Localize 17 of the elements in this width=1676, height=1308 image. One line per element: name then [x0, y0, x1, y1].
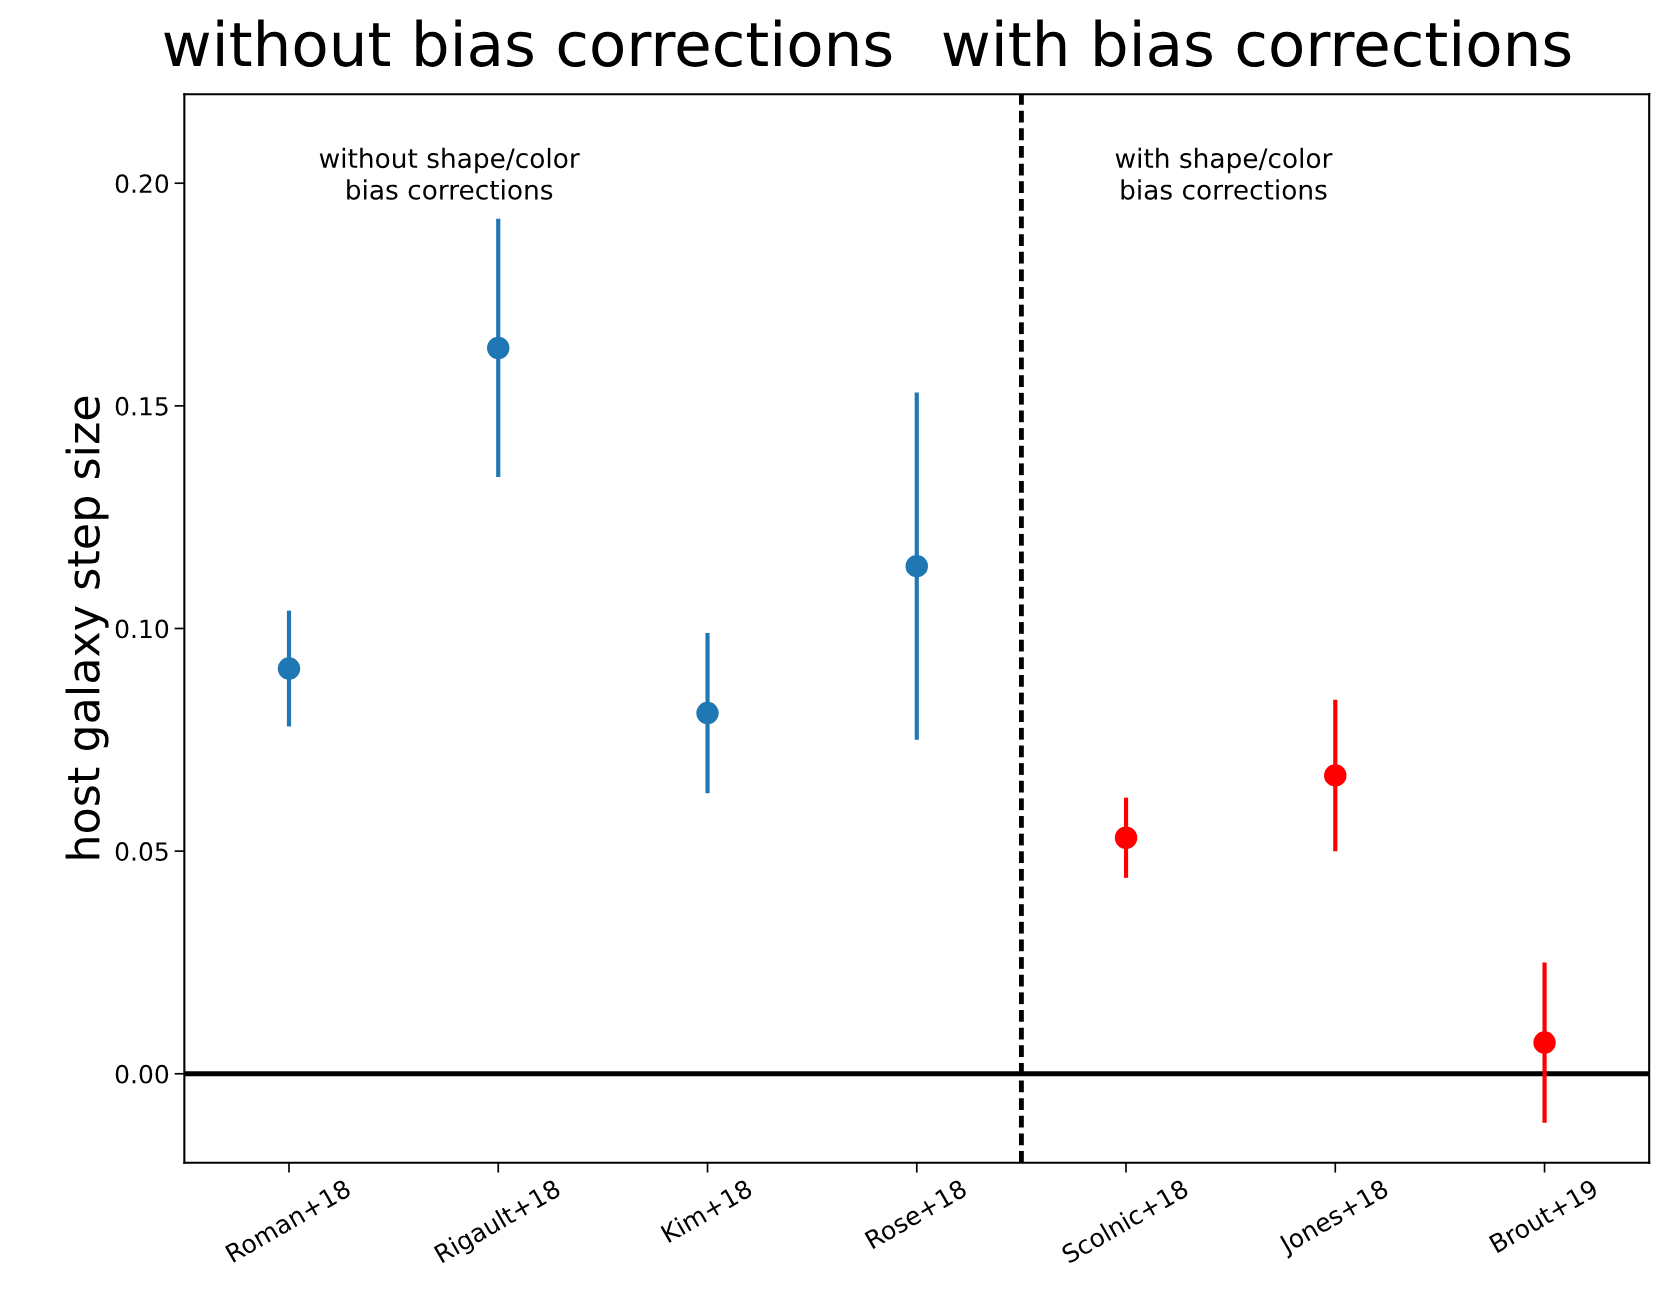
point	[277, 657, 301, 680]
y-tick-label: 0.00	[115, 1064, 169, 1084]
point	[905, 554, 928, 578]
y-tick-label: 0.20	[115, 174, 169, 194]
point	[696, 701, 719, 725]
y-tick-label: 0.15	[115, 396, 168, 416]
point	[1114, 826, 1138, 849]
annotation: without shape/color bias corrections	[319, 147, 580, 200]
y-tick-label: 0.05	[115, 842, 168, 861]
y-axis-title: host galaxy step size	[65, 396, 109, 859]
point	[1324, 764, 1347, 787]
point	[487, 336, 510, 360]
text: without bias corrections	[164, 19, 892, 67]
y-tick-label: 0.10	[115, 619, 169, 639]
text: with bias corrections	[943, 19, 1571, 67]
annotation: with shape/color bias corrections	[1115, 147, 1333, 200]
point	[1533, 1031, 1556, 1054]
